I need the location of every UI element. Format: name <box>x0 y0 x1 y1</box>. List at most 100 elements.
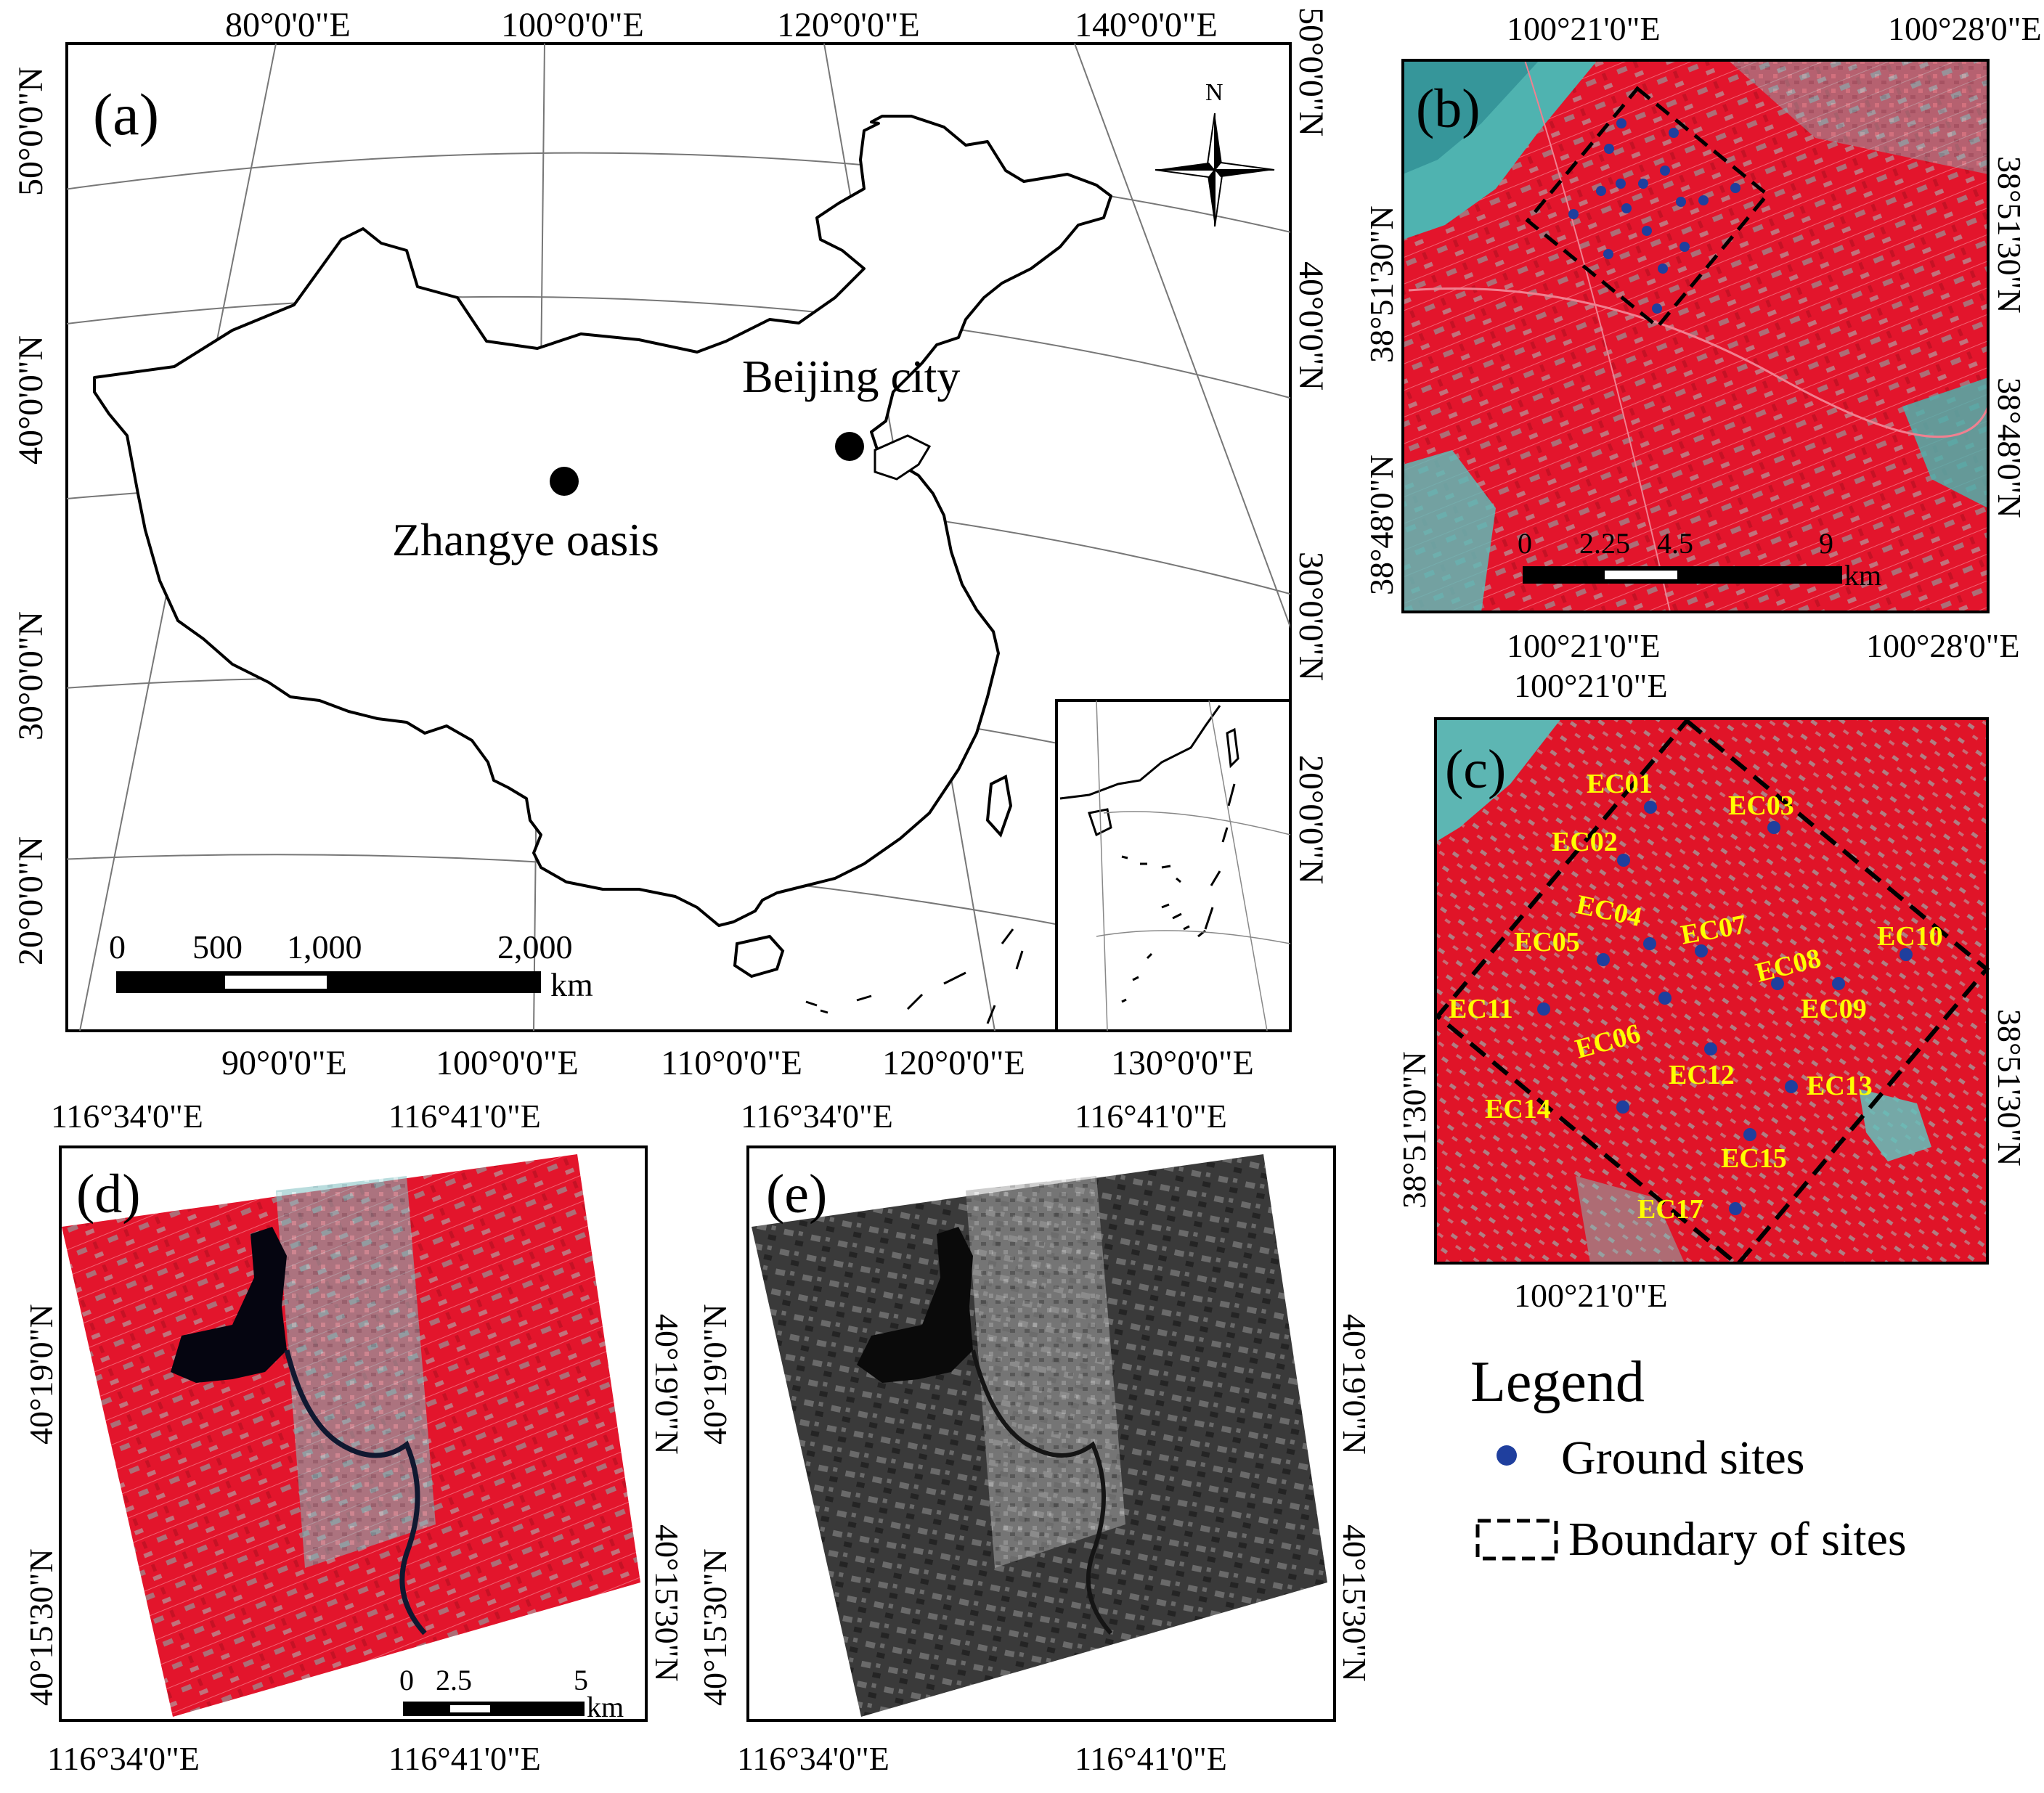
svg-text:km: km <box>550 966 593 1003</box>
panel-b-ground-sites <box>1568 118 1740 314</box>
panel-c: EC01 EC02 EC03 EC04 EC05 EC06 EC07 EC08 … <box>1396 667 2028 1314</box>
svg-text:km: km <box>587 1691 624 1723</box>
svg-text:100°21'0"E: 100°21'0"E <box>1507 10 1661 47</box>
panel-c-ground-sites <box>1537 801 1913 1215</box>
svg-text:0: 0 <box>399 1664 414 1696</box>
svg-text:38°51'30"N: 38°51'30"N <box>1396 1051 1433 1209</box>
svg-text:116°34'0"E: 116°34'0"E <box>51 1098 203 1135</box>
svg-text:30°0'0"N: 30°0'0"N <box>12 611 50 740</box>
svg-text:EC10: EC10 <box>1877 921 1943 952</box>
svg-text:116°34'0"E: 116°34'0"E <box>47 1740 200 1777</box>
svg-text:116°34'0"E: 116°34'0"E <box>741 1098 893 1135</box>
svg-text:EC03: EC03 <box>1728 791 1794 821</box>
panel-c-coordinate-labels: 100°21'0"E 100°21'0"E 38°51'30"N 38°51'3… <box>1396 667 2028 1314</box>
site-ec04 <box>1643 937 1656 950</box>
site-ec08 <box>1771 977 1784 990</box>
svg-text:116°34'0"E: 116°34'0"E <box>737 1740 889 1777</box>
svg-text:km: km <box>1844 559 1881 592</box>
svg-text:EC01: EC01 <box>1587 769 1653 799</box>
site-ec14 <box>1616 1100 1629 1114</box>
site-ec06 <box>1658 992 1672 1005</box>
panel-c-site-boundary <box>1434 717 1990 1268</box>
panel-c-image <box>1436 719 1987 1263</box>
svg-text:38°48'0"N: 38°48'0"N <box>1991 377 2028 518</box>
svg-text:4.5: 4.5 <box>1657 527 1693 560</box>
svg-text:EC02: EC02 <box>1552 827 1618 857</box>
svg-text:80°0'0"E: 80°0'0"E <box>225 6 351 44</box>
beijing-city-marker <box>835 432 864 461</box>
svg-text:120°0'0"E: 120°0'0"E <box>882 1044 1025 1082</box>
panel-a-bottom-lon-labels: 90°0'0"E 100°0'0"E 110°0'0"E 120°0'0"E 1… <box>221 1044 1254 1082</box>
beijing-city-label: Beijing city <box>742 351 960 402</box>
svg-text:116°41'0"E: 116°41'0"E <box>1075 1740 1227 1777</box>
svg-text:116°41'0"E: 116°41'0"E <box>388 1098 541 1135</box>
svg-text:EC14: EC14 <box>1485 1094 1551 1124</box>
panel-d: (d) 0 2.5 5 km 116°34'0"E 116°41'0"E 116… <box>23 1098 685 1777</box>
zhangye-oasis-marker <box>550 467 579 496</box>
panel-d-coordinate-labels: 116°34'0"E 116°41'0"E 116°34'0"E 116°41'… <box>23 1098 685 1777</box>
legend-ground-sites-label: Ground sites <box>1561 1431 1804 1484</box>
svg-text:50°0'0"N: 50°0'0"N <box>1292 7 1330 136</box>
svg-text:500: 500 <box>192 928 243 965</box>
svg-text:110°0'0"E: 110°0'0"E <box>661 1044 802 1082</box>
panel-e-reservoir <box>857 1227 973 1383</box>
legend-boundary-icon <box>1475 1519 1558 1561</box>
panel-e-label: (e) <box>766 1164 827 1225</box>
svg-text:EC15: EC15 <box>1721 1143 1787 1174</box>
svg-text:38°51'30"N: 38°51'30"N <box>1991 156 2028 314</box>
svg-text:EC12: EC12 <box>1669 1060 1735 1090</box>
site-ec01 <box>1644 801 1657 814</box>
svg-text:EC11: EC11 <box>1449 994 1513 1024</box>
site-ec05 <box>1597 953 1610 966</box>
site-ec15 <box>1743 1128 1756 1141</box>
south-china-sea-inset-frame <box>1055 699 1292 1032</box>
north-arrow-icon <box>1155 113 1275 227</box>
svg-text:40°19'0"N: 40°19'0"N <box>23 1304 60 1445</box>
hainan-island <box>733 934 785 979</box>
svg-text:1,000: 1,000 <box>287 928 362 965</box>
site-ec09 <box>1832 977 1845 990</box>
svg-text:120°0'0"E: 120°0'0"E <box>777 6 920 44</box>
panel-a-top-lon-labels: 80°0'0"E 100°0'0"E 120°0'0"E 140°0'0"E <box>225 6 1218 44</box>
site-ec12 <box>1704 1042 1717 1055</box>
svg-text:5: 5 <box>574 1664 588 1696</box>
legend: Legend Ground sites Boundary of sites <box>1470 1350 1907 1566</box>
panel-b-label: (b) <box>1416 78 1481 139</box>
svg-text:100°28'0"E: 100°28'0"E <box>1888 10 2042 47</box>
panel-a-scale-bar: 0 500 1,000 2,000 km <box>109 928 593 1003</box>
panel-a-label: (a) <box>93 81 159 147</box>
svg-text:EC17: EC17 <box>1637 1194 1703 1225</box>
svg-text:20°0'0"N: 20°0'0"N <box>12 836 50 965</box>
svg-text:30°0'0"N: 30°0'0"N <box>1292 552 1330 681</box>
site-ec07 <box>1695 944 1708 957</box>
svg-text:100°0'0"E: 100°0'0"E <box>501 6 644 44</box>
svg-text:20°0'0"N: 20°0'0"N <box>1292 755 1330 884</box>
svg-text:EC09: EC09 <box>1801 994 1867 1024</box>
svg-text:38°48'0"N: 38°48'0"N <box>1363 454 1400 595</box>
svg-text:38°51'30"N: 38°51'30"N <box>1363 205 1400 363</box>
svg-text:116°41'0"E: 116°41'0"E <box>388 1740 541 1777</box>
panel-a-right-lat-labels: 50°0'0"N 40°0'0"N 30°0'0"N 20°0'0"N <box>1292 7 1330 884</box>
svg-text:130°0'0"E: 130°0'0"E <box>1111 1044 1254 1082</box>
svg-text:40°19'0"N: 40°19'0"N <box>648 1314 685 1455</box>
panel-c-label: (c) <box>1445 739 1506 800</box>
panel-b-site-boundary <box>1525 86 1770 330</box>
legend-title: Legend <box>1470 1350 1645 1414</box>
svg-text:2.5: 2.5 <box>436 1664 472 1696</box>
site-ec11 <box>1537 1002 1550 1016</box>
svg-text:100°21'0"E: 100°21'0"E <box>1514 1277 1668 1314</box>
panel-b-frame <box>1401 59 1990 613</box>
site-ec02 <box>1617 854 1630 867</box>
bohai-bay <box>874 434 932 481</box>
site-ec17 <box>1729 1202 1742 1215</box>
svg-text:100°28'0"E: 100°28'0"E <box>1866 627 2020 664</box>
svg-text:116°41'0"E: 116°41'0"E <box>1075 1098 1227 1135</box>
site-ec10 <box>1900 948 1913 961</box>
legend-ground-site-icon <box>1497 1445 1517 1466</box>
svg-text:EC05: EC05 <box>1514 927 1580 957</box>
panel-b: (b) 0 2.25 4.5 9 km 100°21'0"E 100°28'0"… <box>1363 10 2042 664</box>
svg-text:40°15'30"N: 40°15'30"N <box>23 1548 60 1706</box>
panel-e: (e) 116°34'0"E 116°41'0"E 116°34'0"E 116… <box>696 1098 1373 1777</box>
svg-text:40°0'0"N: 40°0'0"N <box>12 335 50 465</box>
